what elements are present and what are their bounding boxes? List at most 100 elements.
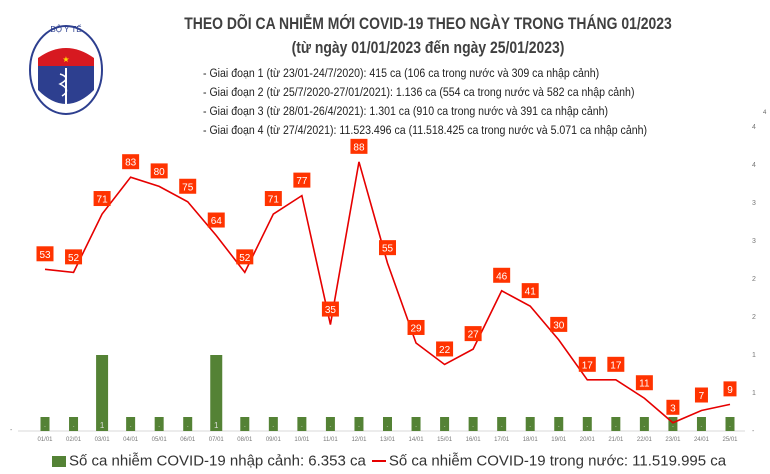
- period-3: - Giai đoạn 3 (từ 28/01-26/4/2021): 1.30…: [203, 104, 609, 118]
- corner-label: 4: [763, 110, 767, 116]
- right-axis-tick: 2: [752, 314, 756, 321]
- bar-label: -: [672, 424, 674, 430]
- bar-label: -: [415, 424, 417, 430]
- bar-07/01: [210, 355, 223, 431]
- x-tick-label: 10/01: [294, 437, 310, 443]
- bar-05/01: [154, 417, 164, 431]
- bar-24/01: [696, 417, 706, 431]
- data-label: 52: [239, 253, 251, 264]
- data-label-box: [236, 249, 254, 265]
- data-label-box: [93, 191, 111, 207]
- bar-label: -: [387, 424, 389, 430]
- data-label: 88: [353, 142, 365, 153]
- ministry-logo: ★ BỘ Y TẾ: [28, 18, 104, 123]
- data-label-box: [407, 319, 425, 335]
- data-label-box: [150, 163, 168, 179]
- bar-label: -: [187, 424, 189, 430]
- bar-11/01: [325, 417, 335, 431]
- bar-label: -: [501, 424, 503, 430]
- bar-label: -: [44, 424, 46, 430]
- bar-12/01: [354, 417, 364, 431]
- data-label: 27: [468, 330, 480, 341]
- bar-label: -: [701, 424, 703, 430]
- period-list: - Giai đoạn 1 (từ 23/01-24/7/2020): 415 …: [203, 64, 647, 140]
- data-label-box: [666, 399, 680, 415]
- title-line-1: THEO DÕI CA NHIỄM MỚI COVID-19 THEO NGÀY…: [184, 14, 672, 33]
- bar-09/01: [268, 417, 278, 431]
- data-label-box: [635, 375, 653, 391]
- data-label: 17: [610, 360, 622, 371]
- x-tick-label: 16/01: [466, 437, 482, 443]
- line-series: [44, 161, 731, 424]
- data-label: 52: [68, 253, 80, 264]
- x-tick-label: 12/01: [351, 437, 367, 443]
- x-tick-label: 24/01: [694, 437, 710, 443]
- data-label-box: [694, 387, 708, 403]
- bar-label: -: [272, 424, 274, 430]
- data-label: 77: [296, 176, 308, 187]
- right-axis-tick: 2: [752, 276, 756, 283]
- x-tick-label: 25/01: [722, 437, 738, 443]
- bar-label: -: [158, 424, 160, 430]
- svg-text:★: ★: [62, 55, 69, 64]
- legend-line-label: Số ca nhiễm COVID-19 trong nước: 11.519.…: [388, 452, 727, 470]
- bar-label: -: [130, 424, 132, 430]
- data-label-box: [550, 316, 568, 332]
- bar-label: -: [729, 424, 731, 430]
- data-label: 53: [39, 250, 51, 261]
- x-tick-label: 22/01: [637, 437, 653, 443]
- data-label: 71: [97, 195, 109, 206]
- data-label: 64: [211, 216, 223, 227]
- bar-01/01: [40, 417, 50, 431]
- x-tick-label: 07/01: [209, 437, 225, 443]
- x-tick-label: 18/01: [523, 437, 539, 443]
- bar-23/01: [668, 417, 678, 431]
- x-tick-label: 13/01: [380, 437, 396, 443]
- x-tick-label: 04/01: [123, 437, 139, 443]
- bar-08/01: [240, 417, 250, 431]
- period-2: - Giai đoạn 2 (từ 25/7/2020-27/01/2021):…: [203, 85, 635, 99]
- bar-21/01: [611, 417, 621, 431]
- bar-06/01: [183, 417, 193, 431]
- bar-20/01: [582, 417, 592, 431]
- bar-label: -: [472, 424, 474, 430]
- logo-text-top: BỘ Y TẾ: [50, 24, 81, 34]
- left-axis-tick: -: [10, 427, 13, 434]
- data-label: 80: [154, 167, 166, 178]
- data-label: 9: [727, 385, 733, 396]
- data-label-box: [350, 138, 368, 154]
- data-label: 71: [268, 195, 280, 206]
- bar-22/01: [639, 417, 649, 431]
- data-label: 3: [670, 403, 676, 414]
- data-label: 41: [525, 287, 537, 298]
- data-label-box: [723, 381, 737, 397]
- x-tick-label: 03/01: [95, 437, 111, 443]
- data-label-box: [179, 178, 197, 194]
- x-tick-label: 08/01: [237, 437, 253, 443]
- chart-title: THEO DÕI CA NHIỄM MỚI COVID-19 THEO NGÀY…: [184, 12, 671, 60]
- bar-label: -: [558, 424, 560, 430]
- bar-label: -: [244, 424, 246, 430]
- data-label-box: [321, 301, 339, 317]
- data-label: 75: [182, 182, 194, 193]
- legend-bar-swatch: [52, 455, 66, 467]
- bar-label: 1: [100, 421, 105, 430]
- right-axis-tick: -: [752, 428, 755, 435]
- bar-03/01: [96, 355, 109, 431]
- data-label-box: [207, 212, 225, 228]
- data-label: 11: [639, 379, 650, 390]
- bar-25/01: [725, 417, 735, 431]
- x-tick-label: 20/01: [580, 437, 596, 443]
- data-label-box: [122, 154, 140, 170]
- legend-bar-label: Số ca nhiễm COVID-19 nhập cảnh: 6.353 ca: [69, 452, 366, 470]
- data-label-box: [293, 172, 311, 188]
- data-label-box: [264, 191, 282, 207]
- data-label-box: [493, 267, 511, 283]
- bar-label: -: [644, 424, 646, 430]
- bar-10/01: [297, 417, 307, 431]
- x-tick-label: 19/01: [551, 437, 567, 443]
- x-tick-label: 23/01: [665, 437, 681, 443]
- right-axis-tick: 3: [752, 200, 756, 207]
